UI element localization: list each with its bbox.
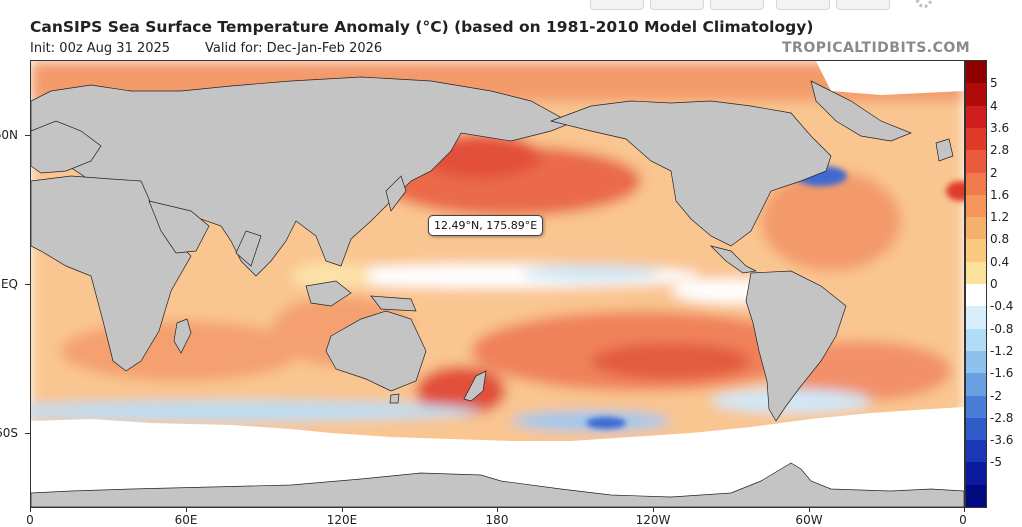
lon-label-120w: 120W <box>635 513 671 527</box>
colorbar-label: 0.8 <box>990 232 1010 247</box>
colorbar-cell <box>966 440 986 463</box>
lat-label-60s: 60S <box>0 426 18 440</box>
lon-label-120e: 120E <box>326 513 358 527</box>
central-america <box>709 245 758 274</box>
australia <box>325 310 427 392</box>
colorbar-cell <box>966 61 986 84</box>
gear-icon[interactable] <box>916 0 932 8</box>
sst-anomaly-map[interactable] <box>30 60 965 508</box>
valid-time: Valid for: Dec-Jan-Feb 2026 <box>205 41 383 56</box>
colorbar-label: 0 <box>990 277 998 291</box>
coordinate-tooltip: 12.49°N, 175.89°E <box>428 215 544 236</box>
colorbar-label: 1.2 <box>990 210 1010 225</box>
arabia <box>148 200 210 254</box>
init-time: Init: 00z Aug 31 2025 <box>30 41 171 56</box>
lon-tick-0-right <box>964 508 965 512</box>
lon-tick-120w <box>653 508 654 512</box>
europe-west <box>31 120 102 174</box>
tasmania <box>389 393 400 404</box>
toolbar-button-4[interactable] <box>776 0 830 10</box>
south-america <box>745 270 847 422</box>
lon-label-60e: 60E <box>174 513 198 527</box>
new-guinea <box>370 295 417 312</box>
north-america <box>549 100 832 247</box>
lon-label-0-right: 0 <box>959 513 967 527</box>
map-title: CanSIPS Sea Surface Temperature Anomaly … <box>30 18 814 36</box>
lat-tick-60n <box>25 135 30 136</box>
colorbar-label: -5 <box>990 455 1002 470</box>
lat-label-60n: 60N <box>0 128 18 142</box>
colorbar-cell <box>966 105 986 129</box>
colorbar <box>965 60 987 508</box>
colorbar-label: -2 <box>990 388 1002 403</box>
colorbar-cell <box>966 194 986 218</box>
lon-tick-60w <box>809 508 810 512</box>
lat-label-eq: EQ <box>0 277 18 291</box>
colorbar-cell <box>966 306 986 330</box>
toolbar-button-1[interactable] <box>590 0 644 10</box>
madagascar <box>173 318 192 354</box>
colorbar-label: -1.6 <box>990 366 1014 381</box>
colorbar-cell <box>966 328 986 352</box>
greenland <box>810 80 912 142</box>
colorbar-cell <box>966 484 986 508</box>
lon-tick-0-left <box>30 508 31 512</box>
borneo-sumatra <box>305 280 352 307</box>
lon-tick-180 <box>497 508 498 512</box>
toolbar-button-5[interactable] <box>836 0 890 10</box>
colorbar-label: 0.4 <box>990 254 1010 269</box>
colorbar-cell <box>966 150 986 173</box>
colorbar-cell <box>966 83 986 107</box>
lon-label-180: 180 <box>485 513 509 527</box>
site-brand: TROPICALTIDBITS.COM <box>782 40 971 56</box>
lon-label-0-left: 0 <box>26 513 34 527</box>
colorbar-cell <box>966 217 986 240</box>
colorbar-cell <box>966 239 986 263</box>
lon-tick-120e <box>342 508 343 512</box>
colorbar-cell <box>966 127 986 151</box>
colorbar-label: 3.6 <box>990 120 1010 135</box>
africa <box>31 175 192 372</box>
lon-label-60w: 60W <box>795 513 823 527</box>
colorbar-cell <box>966 172 986 196</box>
india <box>235 230 262 267</box>
colorbar-cell <box>966 350 986 374</box>
lat-tick-eq <box>25 284 30 285</box>
colorbar-cell <box>966 462 986 486</box>
colorbar-label: -1.2 <box>990 343 1014 358</box>
lon-tick-60e <box>186 508 187 512</box>
land <box>31 76 964 507</box>
colorbar-cell <box>966 261 986 285</box>
new-zealand <box>463 370 487 402</box>
colorbar-label: 4 <box>990 98 998 113</box>
colorbar-label: -0.4 <box>990 299 1014 314</box>
colorbar-cell <box>966 373 986 396</box>
antarctica <box>31 462 964 507</box>
colorbar-label: -3.6 <box>990 433 1014 448</box>
colorbar-label: 2.8 <box>990 143 1010 158</box>
toolbar-button-3[interactable] <box>710 0 764 10</box>
colorbar-cell <box>966 395 986 419</box>
colorbar-label: 2 <box>990 165 998 180</box>
colorbar-label: 5 <box>990 76 998 91</box>
colorbar-cell <box>966 417 986 441</box>
lat-tick-60s <box>25 433 30 434</box>
uk <box>935 138 954 162</box>
toolbar-button-2[interactable] <box>650 0 704 10</box>
colorbar-label: -0.8 <box>990 321 1014 336</box>
colorbar-label: 1.6 <box>990 187 1010 202</box>
colorbar-cell <box>966 284 986 307</box>
sea-ice <box>31 61 964 507</box>
japan <box>385 175 407 212</box>
colorbar-label: -2.8 <box>990 410 1014 425</box>
